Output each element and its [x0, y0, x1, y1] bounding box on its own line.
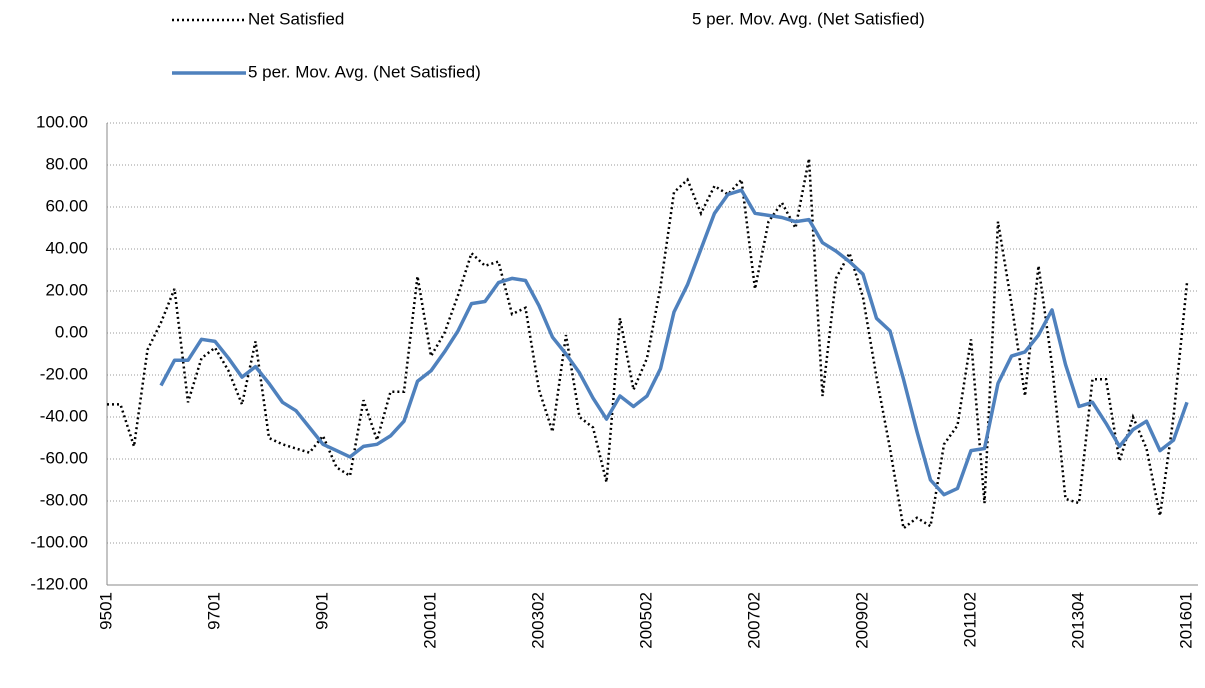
y-tick-label: -100.00 [30, 532, 88, 551]
y-tick-label: -40.00 [40, 406, 88, 425]
y-tick-label: 0.00 [55, 322, 88, 341]
y-tick-label: 100.00 [36, 112, 88, 131]
x-tick-label: 200101 [420, 592, 439, 649]
x-tick-label: 200902 [852, 592, 871, 649]
x-tick-label: 201102 [960, 592, 979, 647]
series-line [107, 158, 1189, 531]
y-tick-label: 60.00 [45, 196, 88, 215]
x-tick-label: 201304 [1068, 592, 1087, 649]
x-tick-label: 201601 [1176, 592, 1195, 649]
legend-label: 5 per. Mov. Avg. (Net Satisfied) [692, 9, 925, 28]
x-tick-label: 9701 [204, 592, 223, 630]
legend-label: 5 per. Mov. Avg. (Net Satisfied) [248, 62, 481, 81]
x-tick-label: 200502 [636, 592, 655, 649]
y-tick-label: -60.00 [40, 448, 88, 467]
y-tick-label: -80.00 [40, 490, 88, 509]
y-tick-label: -120.00 [30, 574, 88, 593]
legend-label: Net Satisfied [248, 9, 344, 28]
series-line [159, 188, 1189, 497]
x-tick-label: 9901 [312, 592, 331, 630]
y-tick-label: 20.00 [45, 280, 88, 299]
x-tick-label: 200702 [744, 592, 763, 649]
y-tick-label: 40.00 [45, 238, 88, 257]
y-tick-label: -20.00 [40, 364, 88, 383]
x-tick-label: 200302 [528, 592, 547, 649]
y-tick-label: 80.00 [45, 154, 88, 173]
x-tick-label: 9501 [96, 592, 115, 630]
